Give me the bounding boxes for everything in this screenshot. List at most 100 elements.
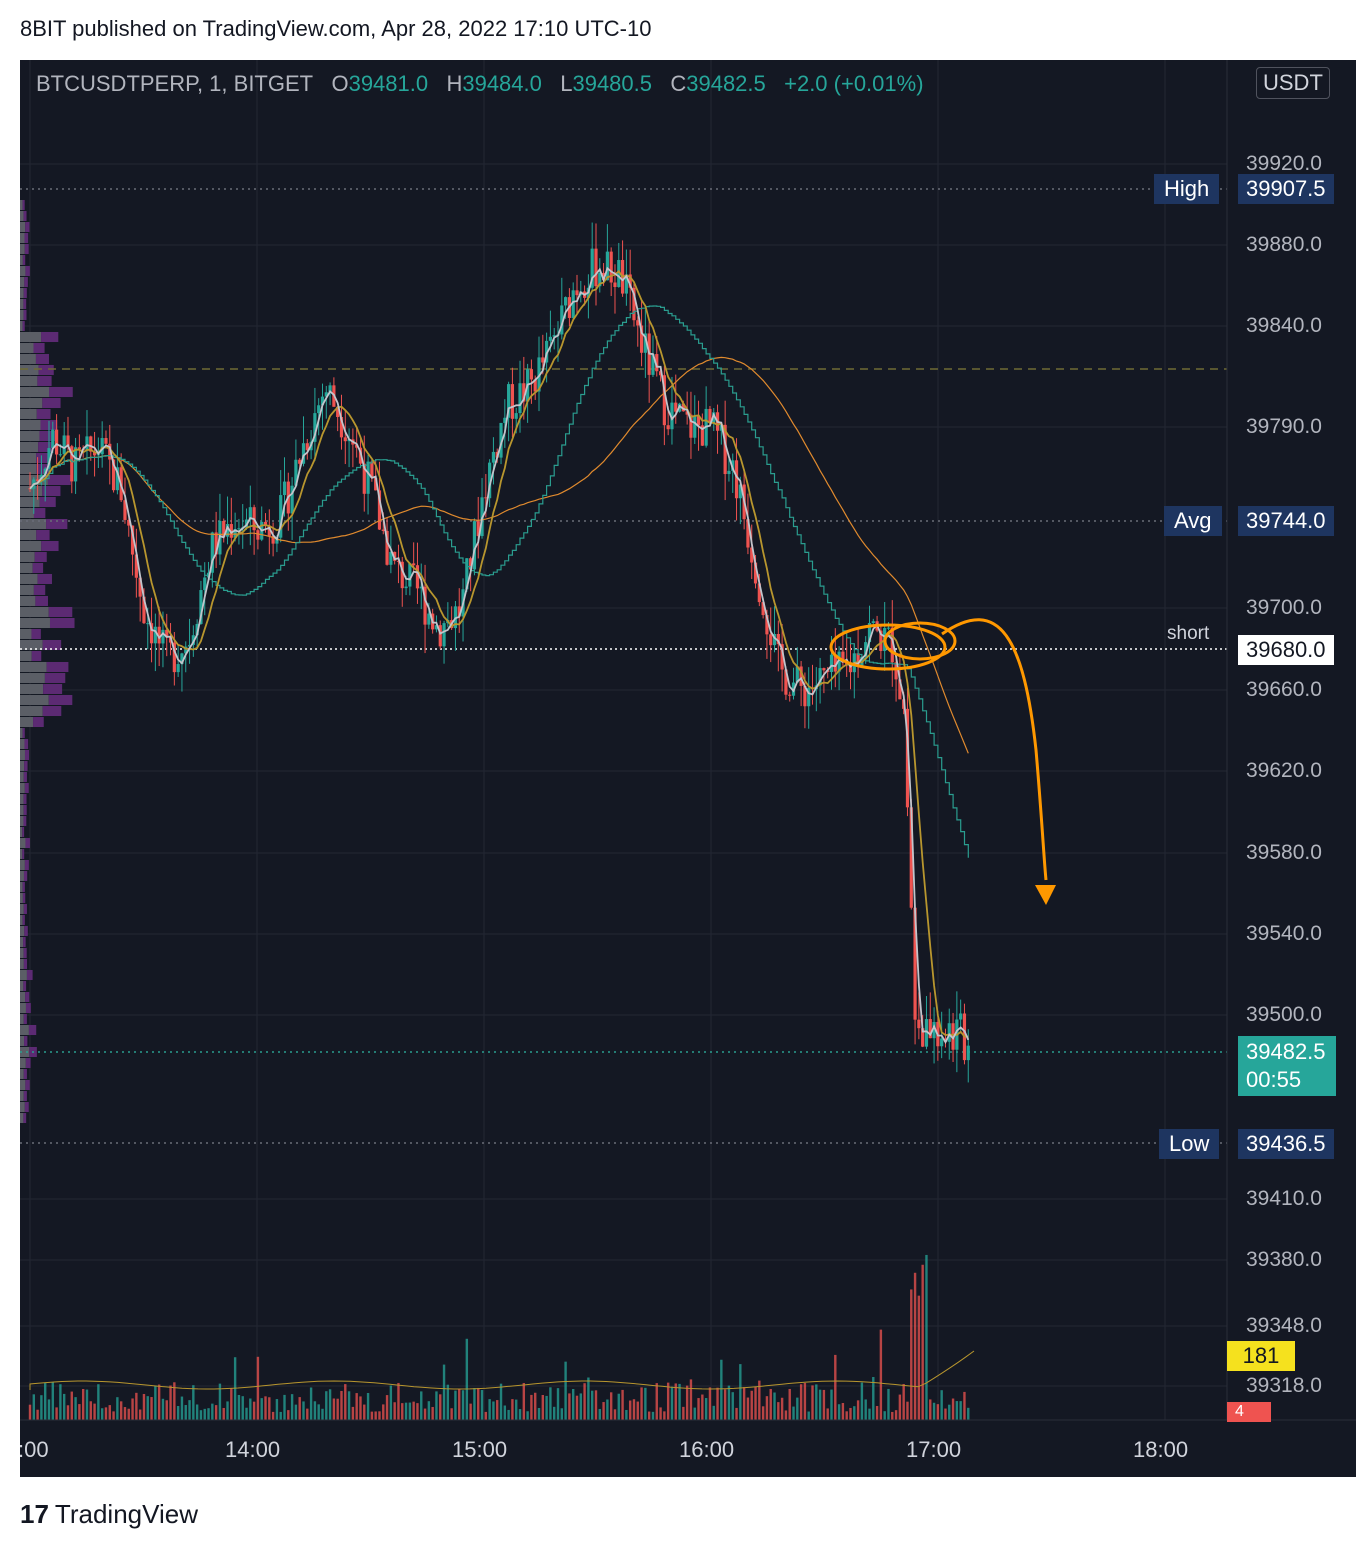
volume-bar <box>423 1408 427 1420</box>
volume-bar <box>864 1399 867 1420</box>
volume-bar <box>51 1382 54 1420</box>
volume-profile-bar <box>24 233 29 243</box>
candle-body <box>829 654 834 673</box>
volume-profile-bar <box>24 860 29 870</box>
volume-bar <box>66 1405 70 1420</box>
candle-body <box>362 463 366 494</box>
volume-bar <box>818 1389 822 1420</box>
volume-profile-bar <box>25 1058 31 1068</box>
volume-bar <box>613 1409 617 1420</box>
volume-profile-bar <box>23 1091 27 1101</box>
candle-body <box>541 357 545 363</box>
volume-profile-bar <box>24 750 30 760</box>
candle-body <box>575 290 579 296</box>
candle-body <box>890 627 894 663</box>
candle-body <box>734 460 739 499</box>
low-value: 39480.5 <box>572 71 652 96</box>
candle-body <box>419 586 423 589</box>
symbol-info[interactable]: BTCUSDTPERP, 1, BITGET <box>36 71 314 96</box>
volume-profile-bar <box>20 508 34 518</box>
candle-body <box>769 634 773 646</box>
volume-profile-bar <box>20 860 25 870</box>
volume-bar <box>830 1389 833 1420</box>
volume-profile-bar <box>20 200 23 210</box>
volume-profile-bar <box>23 1014 27 1024</box>
volume-bar <box>245 1407 248 1420</box>
candle-body <box>807 687 811 707</box>
volume-bar <box>100 1408 104 1420</box>
price-tick-label: 39840.0 <box>1246 314 1322 337</box>
candle-body <box>377 490 382 530</box>
volume-bar <box>784 1410 788 1420</box>
candle-body <box>761 602 765 616</box>
candle-body <box>685 411 689 415</box>
volume-profile-bar <box>36 530 50 540</box>
volume-bar <box>370 1411 374 1420</box>
volume-bar <box>397 1382 400 1420</box>
volume-bar <box>575 1395 579 1420</box>
candle-body <box>396 560 401 562</box>
candle-body <box>336 406 340 418</box>
volume-bar <box>735 1407 738 1420</box>
high-price-tag: 39907.5 <box>1238 174 1334 204</box>
volume-profile-bar <box>20 299 24 309</box>
volume-bar <box>716 1387 719 1420</box>
candle-body <box>947 1023 951 1042</box>
volume-bar <box>199 1410 203 1420</box>
volume-bar <box>442 1364 446 1420</box>
candle-body <box>545 340 549 363</box>
volume-profile-bar <box>20 981 24 991</box>
candle-body <box>442 623 446 647</box>
volume-profile-bar <box>23 948 27 958</box>
volume-profile-bar <box>36 453 50 463</box>
volume-profile-bar <box>20 409 37 419</box>
candle-body <box>51 429 55 449</box>
candle-body <box>636 320 640 326</box>
candle-body <box>389 551 393 565</box>
volume-bar <box>363 1404 366 1420</box>
volume-bar <box>211 1403 214 1420</box>
volume-profile-bar <box>23 1113 27 1123</box>
volume-profile-bar <box>20 893 23 903</box>
chart-panel[interactable]: BTCUSDTPERP, 1, BITGET O39481.0 H39484.0… <box>20 60 1356 1477</box>
candle-body <box>70 446 74 482</box>
volume-bar <box>439 1394 442 1420</box>
currency-button[interactable]: USDT <box>1256 67 1330 99</box>
candle-body <box>795 666 799 683</box>
volume-bar <box>549 1387 552 1420</box>
volume-profile-bar <box>20 1025 29 1035</box>
volume-profile-bar <box>20 365 39 375</box>
volume-bar <box>910 1289 913 1420</box>
volume-bar <box>860 1382 864 1420</box>
volume-bar <box>119 1401 123 1420</box>
candle-body <box>100 438 104 455</box>
volume-bar <box>40 1395 43 1420</box>
candle-body <box>153 626 157 644</box>
volume-profile-bar <box>20 915 23 925</box>
volume-profile-bar <box>22 893 26 903</box>
volume-bar <box>883 1411 886 1420</box>
volume-bar <box>97 1384 100 1420</box>
volume-bar <box>28 1404 32 1420</box>
volume-bar <box>146 1396 149 1420</box>
chart-canvas[interactable] <box>20 60 1356 1477</box>
volume-profile-bar <box>46 662 69 672</box>
candle-body <box>28 488 32 490</box>
volume-bar <box>112 1411 115 1420</box>
candle-body <box>628 274 632 288</box>
volume-bar <box>108 1405 111 1420</box>
volume-bar <box>685 1385 689 1420</box>
volume-profile-bar <box>20 816 24 826</box>
volume-bar <box>458 1389 461 1420</box>
volume-bar <box>279 1411 282 1420</box>
volume-bar <box>723 1389 727 1420</box>
volume-bar <box>230 1388 233 1420</box>
tradingview-logo[interactable]: 17 TradingView <box>20 1499 198 1530</box>
volume-profile-bar <box>20 684 44 694</box>
volume-bar <box>104 1407 108 1420</box>
candle-body <box>522 383 526 402</box>
candle-body <box>696 416 701 426</box>
volume-bar <box>237 1394 241 1420</box>
candle-body <box>400 561 404 589</box>
volume-profile-bar <box>20 662 47 672</box>
